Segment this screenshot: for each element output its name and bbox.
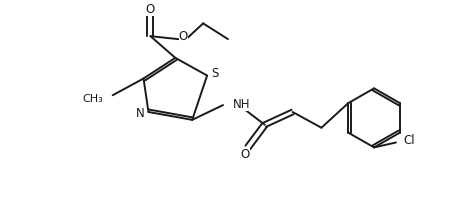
Text: Cl: Cl <box>402 134 414 147</box>
Text: S: S <box>211 67 218 80</box>
Text: O: O <box>178 30 188 43</box>
Text: O: O <box>240 148 249 161</box>
Text: O: O <box>146 3 155 16</box>
Text: CH₃: CH₃ <box>82 94 102 104</box>
Text: NH: NH <box>232 98 250 111</box>
Text: N: N <box>136 107 145 120</box>
